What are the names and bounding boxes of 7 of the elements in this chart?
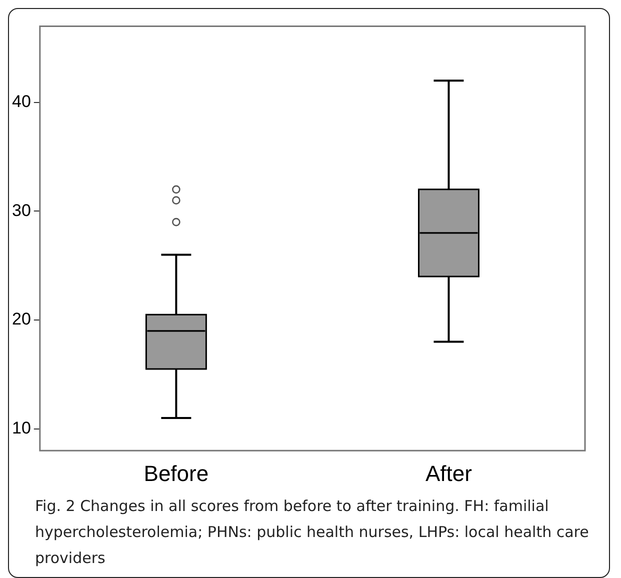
caption: Fig. 2 Changes in all scores from before to after training. FH: familial hypercholesterolemia; PHNs: public health nurses, LHPs: local health care providers (34, 496, 590, 569)
y-tick-label: 10 (12, 418, 31, 438)
x-tick-label: After (425, 460, 472, 486)
x-tick-label: Before (144, 460, 209, 486)
y-tick-label: 20 (12, 310, 31, 329)
y-tick-label: 30 (12, 200, 31, 220)
y-tick-label: 40 (12, 92, 31, 112)
